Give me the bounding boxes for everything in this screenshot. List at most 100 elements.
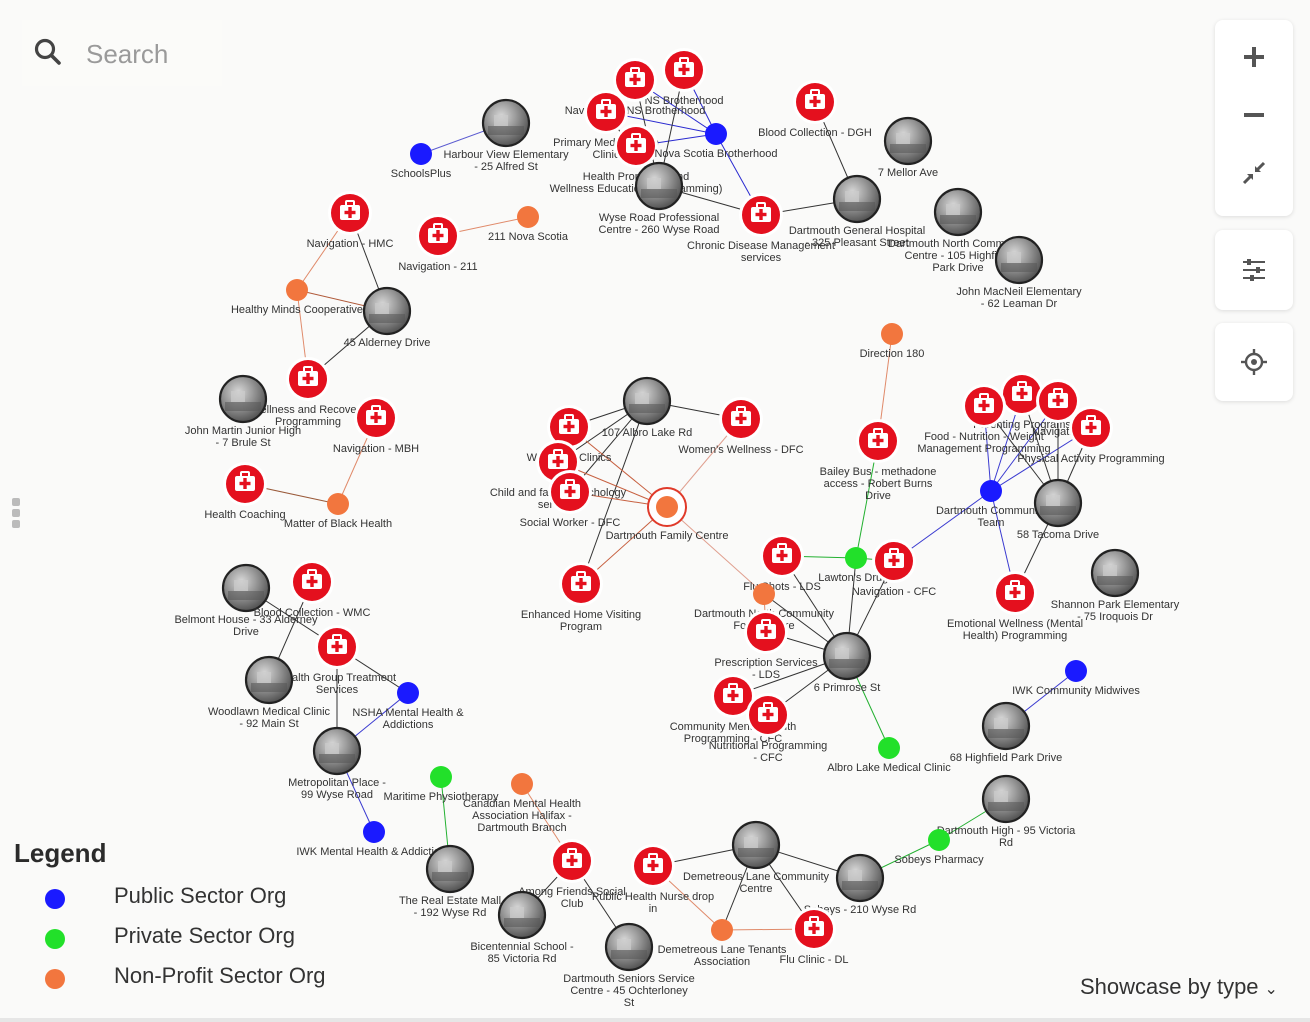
graph-node-bicent[interactable]: Bicentennial School -85 Victoria Rd: [470, 890, 574, 965]
graph-node-navmbh[interactable]: Navigation - MBH: [333, 396, 419, 455]
graph-node-sob210[interactable]: Sobeys - 210 Wyse Rd: [804, 853, 916, 916]
graph-node-jmes[interactable]: John MacNeil Elementary- 62 Leaman Dr: [956, 235, 1082, 310]
graph-node-hc[interactable]: Health Coaching: [204, 462, 286, 521]
cross-h: [735, 416, 747, 421]
zoom-out-button[interactable]: [1237, 98, 1271, 132]
node-label: Bicentennial School -: [470, 941, 574, 953]
kit-handle: [809, 916, 819, 923]
graph-node-sp[interactable]: SchoolsPlus: [391, 143, 452, 180]
cross-h: [755, 212, 767, 217]
cross-h: [762, 712, 774, 717]
node-label: NS Brotherhood: [645, 95, 724, 107]
legend-item-nonprofit: Non-Profit Sector Org: [14, 963, 374, 1003]
graph-node-pp[interactable]: Parenting Programs: [973, 372, 1071, 431]
node-label: Direction 180: [860, 348, 925, 360]
node-label: Lawton's Drugs: [818, 572, 894, 584]
graph-node-metro[interactable]: Metropolitan Place -99 Wyse Road: [288, 726, 386, 801]
graph-node-ww[interactable]: Women's Wellness - DFC: [678, 397, 804, 456]
graph-node-nsbro[interactable]: Nova Scotia Brotherhood: [655, 123, 778, 160]
graph-node-lawtons[interactable]: Lawton's Drugs: [818, 547, 894, 584]
legend: Legend Public Sector Org Private Sector …: [14, 838, 374, 1003]
cross-h: [978, 403, 990, 408]
graph-node-nsha[interactable]: NSHA Mental Health &Addictions: [352, 682, 464, 731]
photo-ground: [504, 918, 540, 927]
graph-node-dgh[interactable]: Dartmouth General Hospital- 325 Pleasant…: [789, 174, 925, 249]
photo-ground: [988, 802, 1024, 811]
fit-view-button[interactable]: [1237, 156, 1271, 190]
photo-building: [845, 191, 859, 202]
drag-handle[interactable]: [12, 498, 22, 531]
zoom-controls: [1215, 20, 1293, 216]
node-label: Centre: [739, 883, 772, 895]
kit-handle: [873, 428, 883, 435]
graph-node-iwkmha[interactable]: IWK Mental Health & Addictions: [296, 821, 452, 858]
graph-node-woodlawn[interactable]: Woodlawn Medical Clinic- 92 Main St: [208, 655, 331, 730]
graph-node-mellor[interactable]: 7 Mellor Ave: [878, 116, 938, 179]
graph-node-npcfc[interactable]: Nutritional Programming- CFC: [709, 693, 828, 764]
node-label: - 192 Wyse Rd: [414, 907, 487, 919]
nonprofit-org-node: [656, 496, 678, 518]
graph-node-ald45[interactable]: 45 Alderney Drive: [344, 286, 431, 349]
graph-node-mbh[interactable]: Matter of Black Health: [284, 493, 392, 530]
graph-node-ns211[interactable]: 211 Nova Scotia: [488, 206, 569, 243]
graph-node-bcdgh[interactable]: Blood Collection - DGH: [758, 80, 872, 139]
search-input[interactable]: [84, 36, 228, 72]
graph-node-almc[interactable]: Albro Lake Medical Clinic: [827, 737, 951, 774]
graph-node-hmc[interactable]: Healthy Minds Cooperative: [231, 279, 363, 316]
public-org-node: [980, 480, 1002, 502]
graph-node-bcwmc[interactable]: Blood Collection - WMC: [254, 560, 371, 619]
locate-button[interactable]: [1237, 345, 1271, 379]
graph-node-nsb[interactable]: NS Brotherhood: [645, 48, 724, 107]
showcase-dropdown[interactable]: Showcase by type ⌄: [1080, 974, 1278, 1000]
graph-node-dfc[interactable]: Dartmouth Family Centre: [606, 487, 729, 542]
graph-node-maritime[interactable]: Maritime Physiotherapy: [384, 766, 499, 803]
cross-h: [563, 424, 575, 429]
graph-node-iwkmw[interactable]: IWK Community Midwives: [1012, 660, 1140, 697]
graph-node-navcfc[interactable]: Navigation - CFC: [852, 539, 936, 598]
node-label: - 25 Alfred St: [474, 161, 538, 173]
graph-node-prim6[interactable]: 6 Primrose St: [814, 631, 881, 694]
graph-node-flushots[interactable]: Flu Shots - LDS: [743, 534, 821, 593]
graph-node-sobpharm[interactable]: Sobeys Pharmacy: [894, 829, 984, 866]
graph-node-navhmc[interactable]: Navigation - HMC: [307, 191, 394, 250]
graph-node-tac58[interactable]: 58 Tacoma Drive: [1017, 478, 1099, 541]
photo-ground: [738, 848, 774, 857]
zoom-in-button[interactable]: [1237, 40, 1271, 74]
graph-node-high68[interactable]: 68 Highfield Park Drive: [950, 701, 1063, 764]
photo-ground: [629, 404, 665, 413]
graph-node-hves[interactable]: Harbour View Elementary- 25 Alfred St: [443, 98, 569, 173]
node-label: Dartmouth Family Centre: [606, 530, 729, 542]
graph-node-albro107[interactable]: 107 Albro Lake Rd: [602, 376, 693, 439]
graph-node-d180[interactable]: Direction 180: [860, 323, 925, 360]
graph-node-pap[interactable]: Physical Activity Programming: [1017, 406, 1165, 465]
graph-node-jmjh[interactable]: John Martin Junior High- 7 Brule St: [185, 374, 301, 449]
graph-node-swdfc[interactable]: Social Worker - DFC: [520, 470, 621, 529]
graph-node-psl[interactable]: Prescription Services- LDS: [714, 610, 818, 681]
graph-node-spes[interactable]: Shannon Park Elementary- 75 Iroquois Dr: [1051, 548, 1180, 623]
graph-edge: [580, 400, 648, 585]
filters-button[interactable]: [1237, 253, 1271, 287]
graph-node-fludl[interactable]: Flu Clinic - DL: [779, 907, 849, 966]
graph-node-nav211[interactable]: Navigation - 211: [398, 214, 478, 273]
nonprofit-org-node: [881, 323, 903, 345]
graph-node-estate[interactable]: The Real Estate Mall- 192 Wyse Rd: [399, 844, 501, 919]
